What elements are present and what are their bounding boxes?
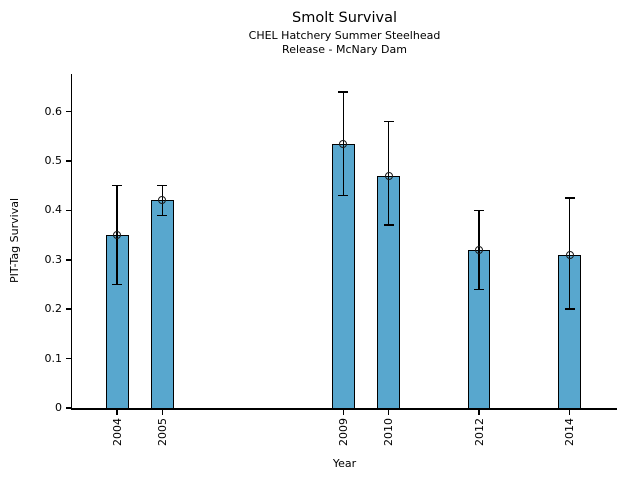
y-tick-label: 0.1 <box>44 351 63 365</box>
chart-title: Smolt Survival <box>292 10 397 26</box>
x-tick <box>387 409 390 415</box>
y-tick <box>65 407 71 409</box>
error-bar-cap-bottom <box>564 308 575 310</box>
data-point-marker <box>113 231 122 240</box>
y-tick <box>65 160 71 162</box>
x-tick-label: 2005 <box>155 418 169 446</box>
x-tick <box>342 409 345 415</box>
chart-subtitle-line2: Release - McNary Dam <box>282 43 407 56</box>
error-bar-cap-top <box>383 120 394 123</box>
error-bar-cap-top <box>157 184 168 187</box>
data-point-marker <box>384 171 393 180</box>
x-tick <box>478 409 480 415</box>
error-bar-cap-top <box>338 91 349 93</box>
y-axis-spine <box>70 74 72 410</box>
x-tick-label: 2009 <box>336 418 350 446</box>
chart-subtitle-line1: CHEL Hatchery Summer Steelhead <box>248 29 441 42</box>
y-tick-label: 0.4 <box>44 203 63 217</box>
data-point-marker <box>339 139 348 148</box>
x-tick <box>568 409 571 415</box>
x-tick <box>161 409 164 415</box>
error-bar-cap-top <box>112 184 123 187</box>
error-bar-cap-bottom <box>112 283 123 286</box>
x-tick-label: 2004 <box>110 418 124 446</box>
x-tick-label: 2014 <box>563 418 576 446</box>
y-tick <box>65 259 71 261</box>
y-tick <box>65 110 71 113</box>
data-point-marker <box>565 250 574 259</box>
x-tick-label: 2010 <box>382 418 396 446</box>
x-tick <box>116 409 118 415</box>
y-tick-label: 0.6 <box>44 104 63 118</box>
error-bar-cap-top <box>474 209 485 212</box>
error-bar-cap-bottom <box>474 288 485 291</box>
bar <box>151 200 174 409</box>
error-bar-cap-bottom <box>338 194 349 197</box>
error-bar-cap-bottom <box>383 224 394 226</box>
y-tick-label: 0.3 <box>44 252 63 266</box>
data-point-marker <box>475 245 484 254</box>
y-tick <box>65 209 71 212</box>
x-tick-label: 2012 <box>472 418 486 446</box>
y-tick-label: 0.5 <box>44 153 63 167</box>
x-axis-label: Year <box>332 457 357 470</box>
error-bar-cap-bottom <box>157 214 168 217</box>
y-tick <box>65 357 71 360</box>
y-tick-label: 0.2 <box>44 302 63 316</box>
error-bar-cap-top <box>564 197 575 199</box>
y-tick <box>65 308 71 310</box>
y-tick-label: 0 <box>55 401 62 414</box>
